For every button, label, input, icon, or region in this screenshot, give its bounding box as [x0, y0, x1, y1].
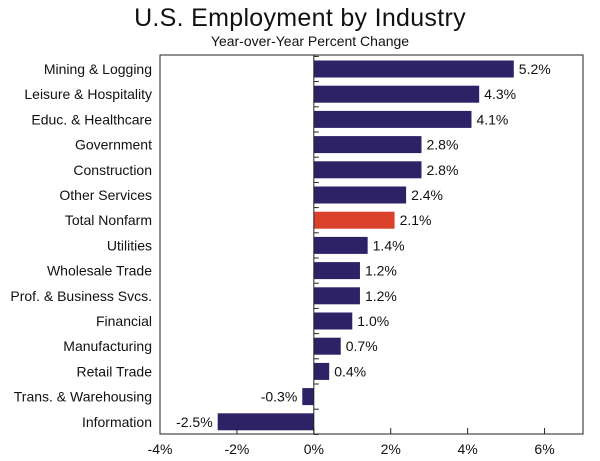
value-label: 2.1%	[400, 212, 432, 228]
category-label: Government	[75, 137, 152, 153]
value-label: 2.8%	[426, 137, 458, 153]
bar-7	[313, 236, 368, 254]
bar-8	[313, 262, 360, 280]
value-label: 5.2%	[519, 61, 551, 77]
category-label: Utilities	[107, 237, 152, 253]
bar-10	[313, 312, 353, 330]
bar-2	[313, 110, 472, 128]
value-label: 1.2%	[365, 288, 397, 304]
chart-subtitle: Year-over-Year Percent Change	[210, 33, 410, 49]
value-label: 4.3%	[484, 86, 516, 102]
x-tick-label: -2%	[224, 441, 249, 457]
category-label: Wholesale Trade	[47, 263, 152, 279]
bar-14	[217, 413, 314, 431]
value-label: -2.5%	[176, 414, 213, 430]
bar-12	[313, 362, 330, 380]
bar-4	[313, 161, 422, 179]
x-tick-label: 2%	[381, 441, 401, 457]
plot-frame	[159, 54, 584, 435]
category-label: Construction	[73, 162, 152, 178]
category-label: Educ. & Healthcare	[31, 111, 152, 127]
bar-5	[313, 186, 407, 204]
bar-6	[313, 211, 395, 229]
bar-0	[313, 60, 514, 78]
bar-11	[313, 337, 341, 355]
category-label: Total Nonfarm	[65, 212, 152, 228]
x-tick-label: 0%	[304, 441, 324, 457]
value-label: 1.4%	[373, 237, 405, 253]
bar-9	[313, 287, 360, 305]
value-label: -0.3%	[261, 389, 298, 405]
category-label: Other Services	[59, 187, 152, 203]
value-label: 0.7%	[346, 338, 378, 354]
value-label: 2.4%	[411, 187, 443, 203]
value-label: 0.4%	[334, 363, 366, 379]
bar-13	[302, 388, 314, 406]
category-label: Trans. & Warehousing	[14, 389, 152, 405]
category-label: Retail Trade	[77, 363, 153, 379]
value-label: 2.8%	[426, 162, 458, 178]
chart-title: U.S. Employment by Industry	[134, 4, 466, 32]
category-label: Information	[82, 414, 152, 430]
category-label: Mining & Logging	[44, 61, 152, 77]
value-label: 4.1%	[476, 111, 508, 127]
category-label: Manufacturing	[63, 338, 152, 354]
x-tick-label: -4%	[148, 441, 173, 457]
bar-3	[313, 136, 422, 154]
x-tick-label: 6%	[534, 441, 554, 457]
value-label: 1.0%	[357, 313, 389, 329]
bar-1	[313, 85, 480, 103]
x-tick-label: 4%	[458, 441, 478, 457]
category-label: Leisure & Hospitality	[24, 86, 152, 102]
category-label: Prof. & Business Svcs.	[10, 288, 152, 304]
value-label: 1.2%	[365, 263, 397, 279]
category-label: Financial	[96, 313, 152, 329]
